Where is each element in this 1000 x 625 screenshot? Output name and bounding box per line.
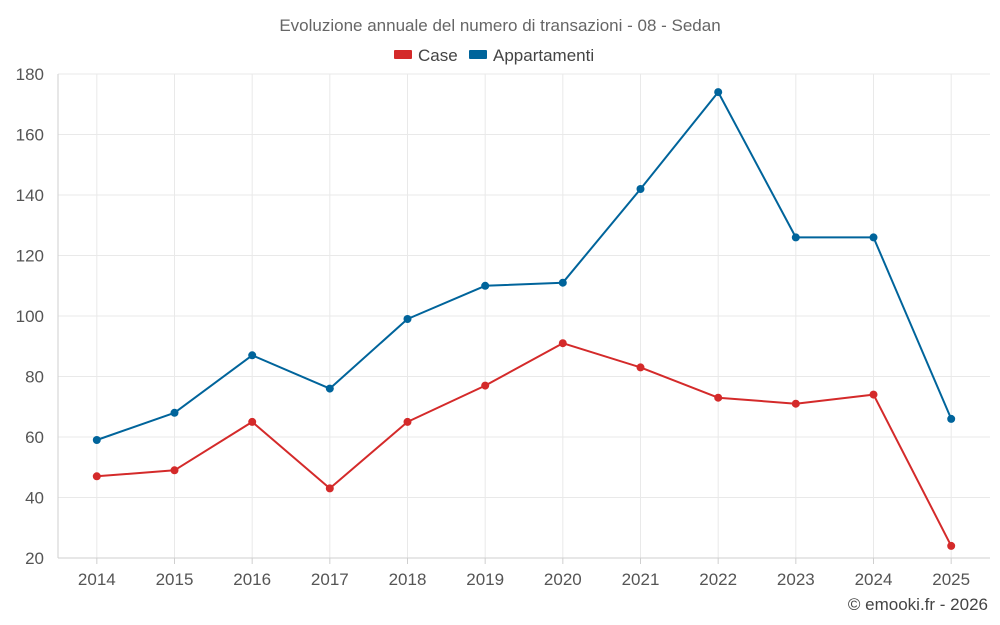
y-tick-label: 160 — [16, 126, 44, 145]
credit-text: © emooki.fr - 2026 — [848, 595, 988, 614]
data-point-case[interactable] — [558, 339, 567, 348]
series-case — [92, 339, 956, 550]
data-point-appartamenti[interactable] — [636, 185, 645, 193]
x-tick-label: 2015 — [156, 570, 194, 589]
chart-title: Evoluzione annuale del numero di transaz… — [279, 16, 720, 35]
data-point-case[interactable] — [481, 381, 490, 390]
y-tick-label: 60 — [25, 428, 44, 447]
data-point-case[interactable] — [791, 399, 800, 408]
legend-swatch-appartamenti — [469, 50, 487, 59]
y-tick-label: 80 — [25, 368, 44, 387]
x-tick-label: 2014 — [78, 570, 116, 589]
series-appartamenti — [92, 88, 956, 444]
x-tick-label: 2023 — [777, 570, 815, 589]
legend-swatch-case — [394, 50, 412, 59]
x-tick-label: 2019 — [466, 570, 504, 589]
data-point-case[interactable] — [636, 363, 645, 372]
y-tick-label: 40 — [25, 489, 44, 508]
data-point-appartamenti[interactable] — [403, 315, 412, 323]
data-point-appartamenti[interactable] — [558, 278, 567, 287]
x-tick-label: 2017 — [311, 570, 349, 589]
x-tick-label: 2018 — [389, 570, 427, 589]
data-point-appartamenti[interactable] — [248, 351, 257, 360]
series-group — [92, 88, 956, 550]
x-tick-label: 2025 — [932, 570, 970, 589]
legend-item-appartamenti[interactable]: Appartamenti — [469, 46, 594, 65]
data-point-case[interactable] — [325, 484, 334, 493]
y-tick-label: 120 — [16, 247, 44, 266]
x-tick-label: 2016 — [233, 570, 271, 589]
data-point-appartamenti[interactable] — [325, 384, 334, 393]
grid — [58, 73, 990, 558]
data-point-appartamenti[interactable] — [481, 281, 490, 290]
series-line-case — [95, 342, 953, 547]
y-tick-label: 180 — [16, 65, 44, 84]
data-point-case[interactable] — [92, 472, 101, 481]
x-tick-label: 2020 — [544, 570, 582, 589]
legend-label-appartamenti: Appartamenti — [493, 46, 594, 65]
y-tick-label: 20 — [25, 549, 44, 568]
data-point-case[interactable] — [248, 417, 257, 426]
data-point-appartamenti[interactable] — [869, 233, 878, 242]
data-point-case[interactable] — [170, 466, 179, 475]
data-point-case[interactable] — [714, 393, 723, 402]
data-point-appartamenti[interactable] — [791, 233, 800, 242]
x-tick-label: 2024 — [855, 570, 893, 589]
series-line-appartamenti — [95, 91, 953, 441]
y-tick-label: 140 — [16, 186, 44, 205]
axes: 20 40 60 80 100 120 140 160 180 2014 2015 2016 2017 2… — [16, 65, 990, 589]
x-tick-label: 2021 — [622, 570, 660, 589]
legend-item-case[interactable]: Case — [394, 46, 458, 65]
legend-label-case: Case — [418, 46, 458, 65]
data-point-appartamenti[interactable] — [714, 88, 723, 97]
legend: Case Appartamenti — [394, 46, 594, 65]
x-tick-label: 2022 — [699, 570, 737, 589]
data-point-appartamenti[interactable] — [92, 436, 101, 444]
y-tick-label: 100 — [16, 307, 44, 326]
data-point-case[interactable] — [869, 390, 878, 399]
data-point-appartamenti[interactable] — [947, 414, 956, 423]
data-point-case[interactable] — [403, 417, 412, 426]
data-point-case[interactable] — [947, 541, 956, 550]
data-point-appartamenti[interactable] — [170, 408, 179, 417]
